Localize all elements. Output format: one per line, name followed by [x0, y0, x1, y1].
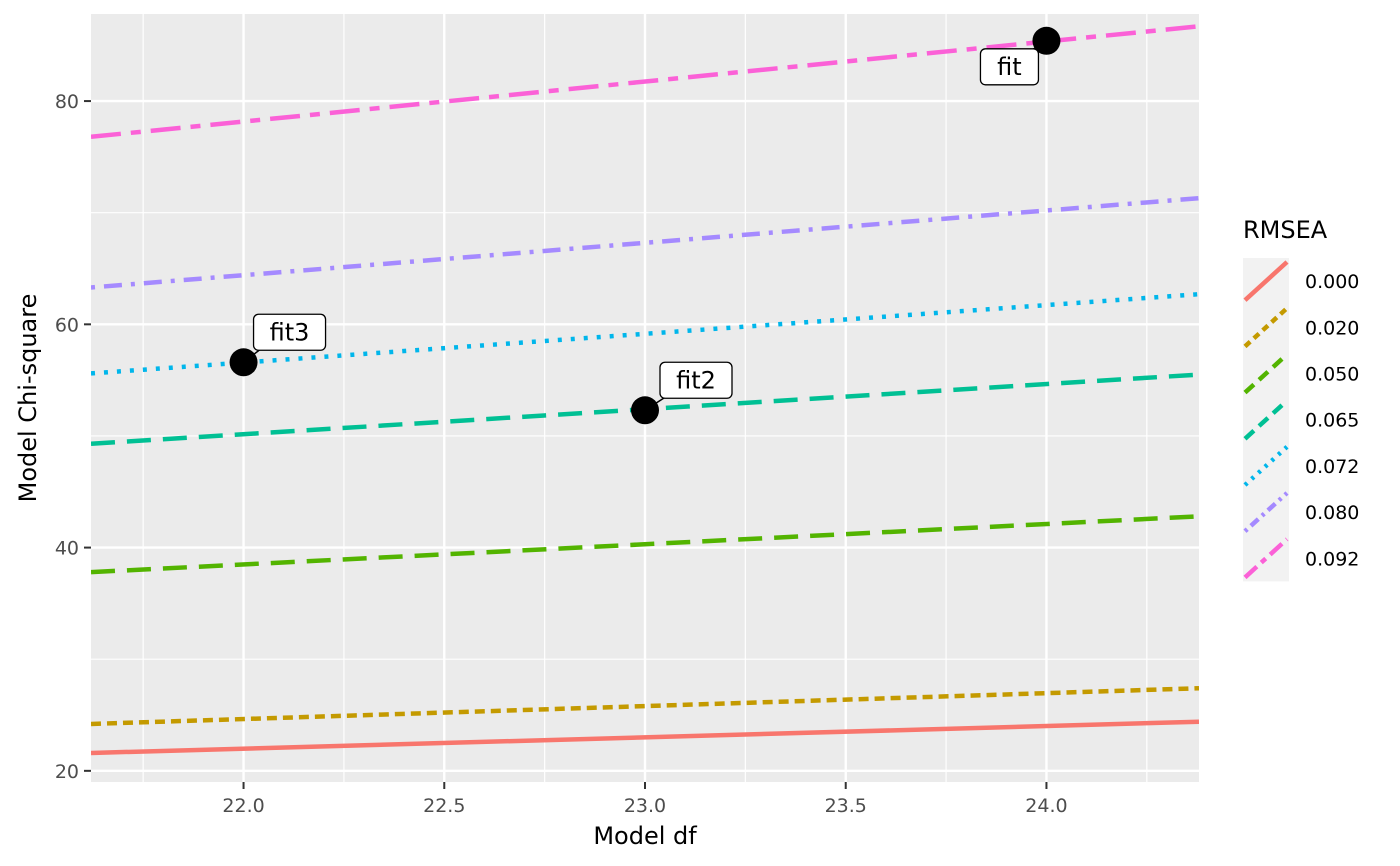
- series-line-0-080: [91, 195, 1199, 290]
- legend: 0.000 0.020 0.050 0.065 0.072 0.080 0.092: [1243, 258, 1359, 582]
- y-tick-label: 40: [55, 538, 79, 560]
- series-line-0-000: [91, 719, 1199, 756]
- legend-key-0-020: [1243, 306, 1289, 349]
- x-tick-label: 23.0: [624, 795, 666, 817]
- legend-key-0-050: [1243, 352, 1289, 395]
- x-tick-label: 23.5: [825, 795, 867, 817]
- x-axis-title: Model df: [593, 822, 697, 850]
- point-label-box: [252, 313, 327, 351]
- series-line-0-092: [91, 24, 1199, 140]
- point-label-box: [659, 361, 733, 399]
- legend-label: 0.092: [1305, 548, 1359, 570]
- y-tick-label: 80: [55, 91, 79, 113]
- y-tick-label: 20: [55, 761, 79, 783]
- y-tick-label: 60: [55, 314, 79, 336]
- x-tick-labels: 22.0 22.5 23.0 23.5 24.0: [222, 795, 1067, 817]
- legend-key-0-072: [1243, 445, 1289, 487]
- legend-label: 0.072: [1305, 456, 1359, 478]
- fit-points: fit fit2 fit3: [229, 26, 1061, 425]
- legend-label: 0.000: [1305, 271, 1359, 293]
- legend-key-0-092: [1243, 537, 1289, 580]
- major-gridlines: [91, 14, 1199, 782]
- legend-label: 0.050: [1305, 364, 1359, 386]
- legend-label: 0.065: [1305, 410, 1359, 432]
- legend-label: 0.080: [1305, 502, 1359, 524]
- legend-key-0-080: [1243, 491, 1289, 533]
- x-tick-label: 24.0: [1025, 795, 1067, 817]
- point-label-box: [979, 48, 1040, 86]
- x-tick-label: 22.0: [222, 795, 264, 817]
- legend-title: RMSEA: [1243, 216, 1328, 244]
- point-label-fit3: fit3: [270, 318, 310, 346]
- point-fit2: [631, 396, 659, 425]
- legend-label: 0.020: [1305, 317, 1359, 339]
- y-tick-labels: 20 40 60 80: [55, 91, 79, 783]
- minor-gridlines: [91, 14, 1199, 782]
- x-tick-label: 22.5: [423, 795, 465, 817]
- legend-key-0-065: [1243, 398, 1289, 441]
- legend-key-0-000: [1243, 260, 1289, 302]
- series-line-0-050: [91, 514, 1199, 575]
- series-line-0-020: [91, 685, 1199, 727]
- point-label-fit2: fit2: [676, 366, 716, 394]
- point-label-fit: fit: [997, 53, 1022, 81]
- point-fit: [1032, 26, 1061, 55]
- series-line-0-072: [91, 291, 1199, 376]
- axis-ticks: [84, 100, 1048, 789]
- y-axis-title: Model Chi-square: [14, 294, 42, 503]
- point-fit3: [229, 348, 258, 377]
